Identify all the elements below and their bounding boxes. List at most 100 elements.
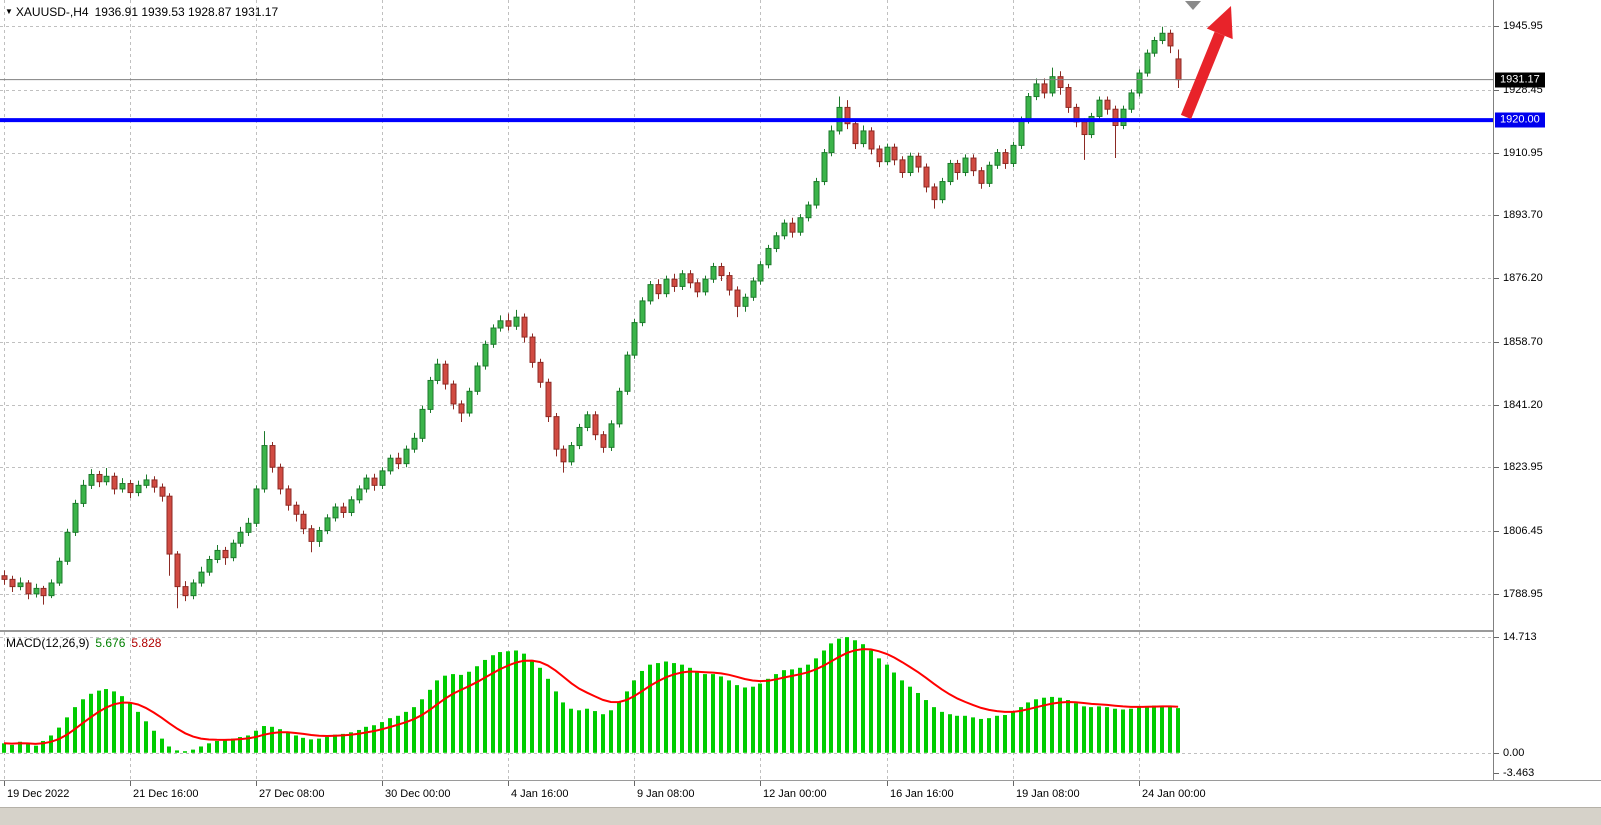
- time-tick: [1139, 781, 1140, 786]
- candle-body: [198, 571, 205, 584]
- trend-arrow-shaft[interactable]: [1180, 31, 1225, 120]
- candle-body: [182, 586, 189, 597]
- price-axis[interactable]: 1931.17 1920.00 1945.95 1928.45 1910.95 189…: [1493, 0, 1601, 780]
- candle-body: [828, 130, 835, 154]
- candle-body: [324, 517, 331, 532]
- candle-body: [1088, 115, 1095, 136]
- macd-bar: [2, 743, 6, 753]
- candle-body: [852, 123, 859, 145]
- macd-bar: [1003, 715, 1007, 753]
- macd-bar: [97, 690, 101, 753]
- price-chart-canvas[interactable]: [0, 0, 1493, 630]
- candle-body: [1159, 32, 1166, 42]
- candle-body: [482, 343, 489, 367]
- candle-body: [797, 217, 804, 233]
- macd-bar: [380, 722, 384, 753]
- macd-bar: [900, 680, 904, 753]
- candle-body: [1120, 108, 1127, 126]
- price-axis-label: 1806.45: [1503, 524, 1543, 537]
- candle-body: [348, 499, 355, 513]
- candle-body: [308, 528, 315, 542]
- candle-body: [750, 280, 757, 298]
- macd-bar: [491, 655, 495, 753]
- macd-bar: [514, 650, 518, 753]
- macd-bar: [1137, 707, 1141, 753]
- time-axis-label: 19 Dec 2022: [7, 788, 70, 800]
- time-axis-label: 27 Dec 08:00: [259, 788, 325, 800]
- candle-body: [395, 457, 402, 465]
- candle-body: [899, 159, 906, 174]
- candle-body: [537, 361, 544, 383]
- symbol-timeframe-label: XAUUSD-,H4: [15, 5, 89, 19]
- time-axis[interactable]: 19 Dec 2022 21 Dec 16:00 27 Dec 08:00 30 De…: [0, 781, 1601, 807]
- macd-indicator-pane[interactable]: MACD(12,26,9) 5.676 5.828: [0, 632, 1493, 780]
- macd-bar: [530, 659, 534, 753]
- time-axis-label: 30 Dec 00:00: [385, 788, 451, 800]
- candle-body: [166, 495, 173, 555]
- candle-body: [718, 266, 725, 277]
- candle-body: [48, 582, 55, 597]
- macd-bar: [238, 737, 242, 753]
- macd-histogram: [2, 637, 1180, 753]
- candle-body: [214, 549, 221, 560]
- macd-bar: [845, 637, 849, 753]
- macd-bar: [1058, 697, 1062, 753]
- macd-bar: [640, 670, 644, 753]
- macd-bar: [349, 732, 353, 753]
- macd-bar: [136, 711, 140, 753]
- candle-body: [261, 445, 268, 490]
- time-axis-label: 9 Jan 08:00: [637, 788, 695, 800]
- candle-body: [986, 164, 993, 184]
- hline-price-value: 1920.00: [1500, 113, 1540, 126]
- macd-canvas[interactable]: [0, 632, 1493, 780]
- macd-bar: [664, 661, 668, 753]
- macd-bar: [254, 730, 258, 753]
- current-price-tag: 1931.17: [1495, 72, 1545, 88]
- candle-body: [994, 152, 1001, 166]
- candle-body: [17, 582, 24, 588]
- macd-bar: [1034, 699, 1038, 753]
- candle-body: [1096, 99, 1103, 117]
- macd-bar: [81, 699, 85, 753]
- candle-body: [962, 157, 969, 174]
- candle-body: [450, 383, 457, 405]
- candle-body: [300, 513, 307, 530]
- time-tick: [887, 781, 888, 786]
- pane-splitter[interactable]: [0, 630, 1601, 632]
- horizontal-scrollbar-area[interactable]: [0, 807, 1601, 825]
- macd-bar: [199, 746, 203, 753]
- macd-bar: [120, 696, 124, 753]
- candle-body: [1033, 83, 1040, 98]
- price-grid: [0, 0, 1493, 630]
- symbol-dropdown-icon[interactable]: ▼: [5, 7, 13, 16]
- macd-bar: [364, 726, 368, 753]
- macd-bar: [286, 732, 290, 753]
- macd-bar: [908, 686, 912, 753]
- price-chart-pane[interactable]: ▼ XAUUSD-,H4 1936.91 1939.53 1928.87 1931.…: [0, 0, 1493, 630]
- time-tick: [1013, 781, 1014, 786]
- candle-body: [206, 558, 213, 573]
- macd-bar: [167, 746, 171, 753]
- macd-bar: [554, 691, 558, 753]
- axis-tick: [1494, 594, 1499, 595]
- candle-body: [757, 264, 764, 282]
- macd-bar: [688, 667, 692, 753]
- trend-arrow-head[interactable]: [1206, 6, 1233, 40]
- macd-bar: [593, 711, 597, 753]
- candle-body: [419, 408, 426, 439]
- candle-body: [25, 582, 32, 595]
- candle-body: [1081, 121, 1088, 136]
- candle-body: [907, 155, 914, 174]
- time-tick: [256, 781, 257, 786]
- time-tick: [760, 781, 761, 786]
- macd-bar: [790, 669, 794, 753]
- macd-bar: [317, 738, 321, 753]
- candle-body: [1136, 72, 1143, 94]
- candle-body: [237, 531, 244, 544]
- candle-body: [947, 162, 954, 183]
- macd-bar: [483, 659, 487, 753]
- macd-bar: [806, 664, 810, 753]
- candle-body: [174, 553, 181, 588]
- candle-body: [434, 363, 441, 381]
- macd-bar: [1050, 696, 1054, 753]
